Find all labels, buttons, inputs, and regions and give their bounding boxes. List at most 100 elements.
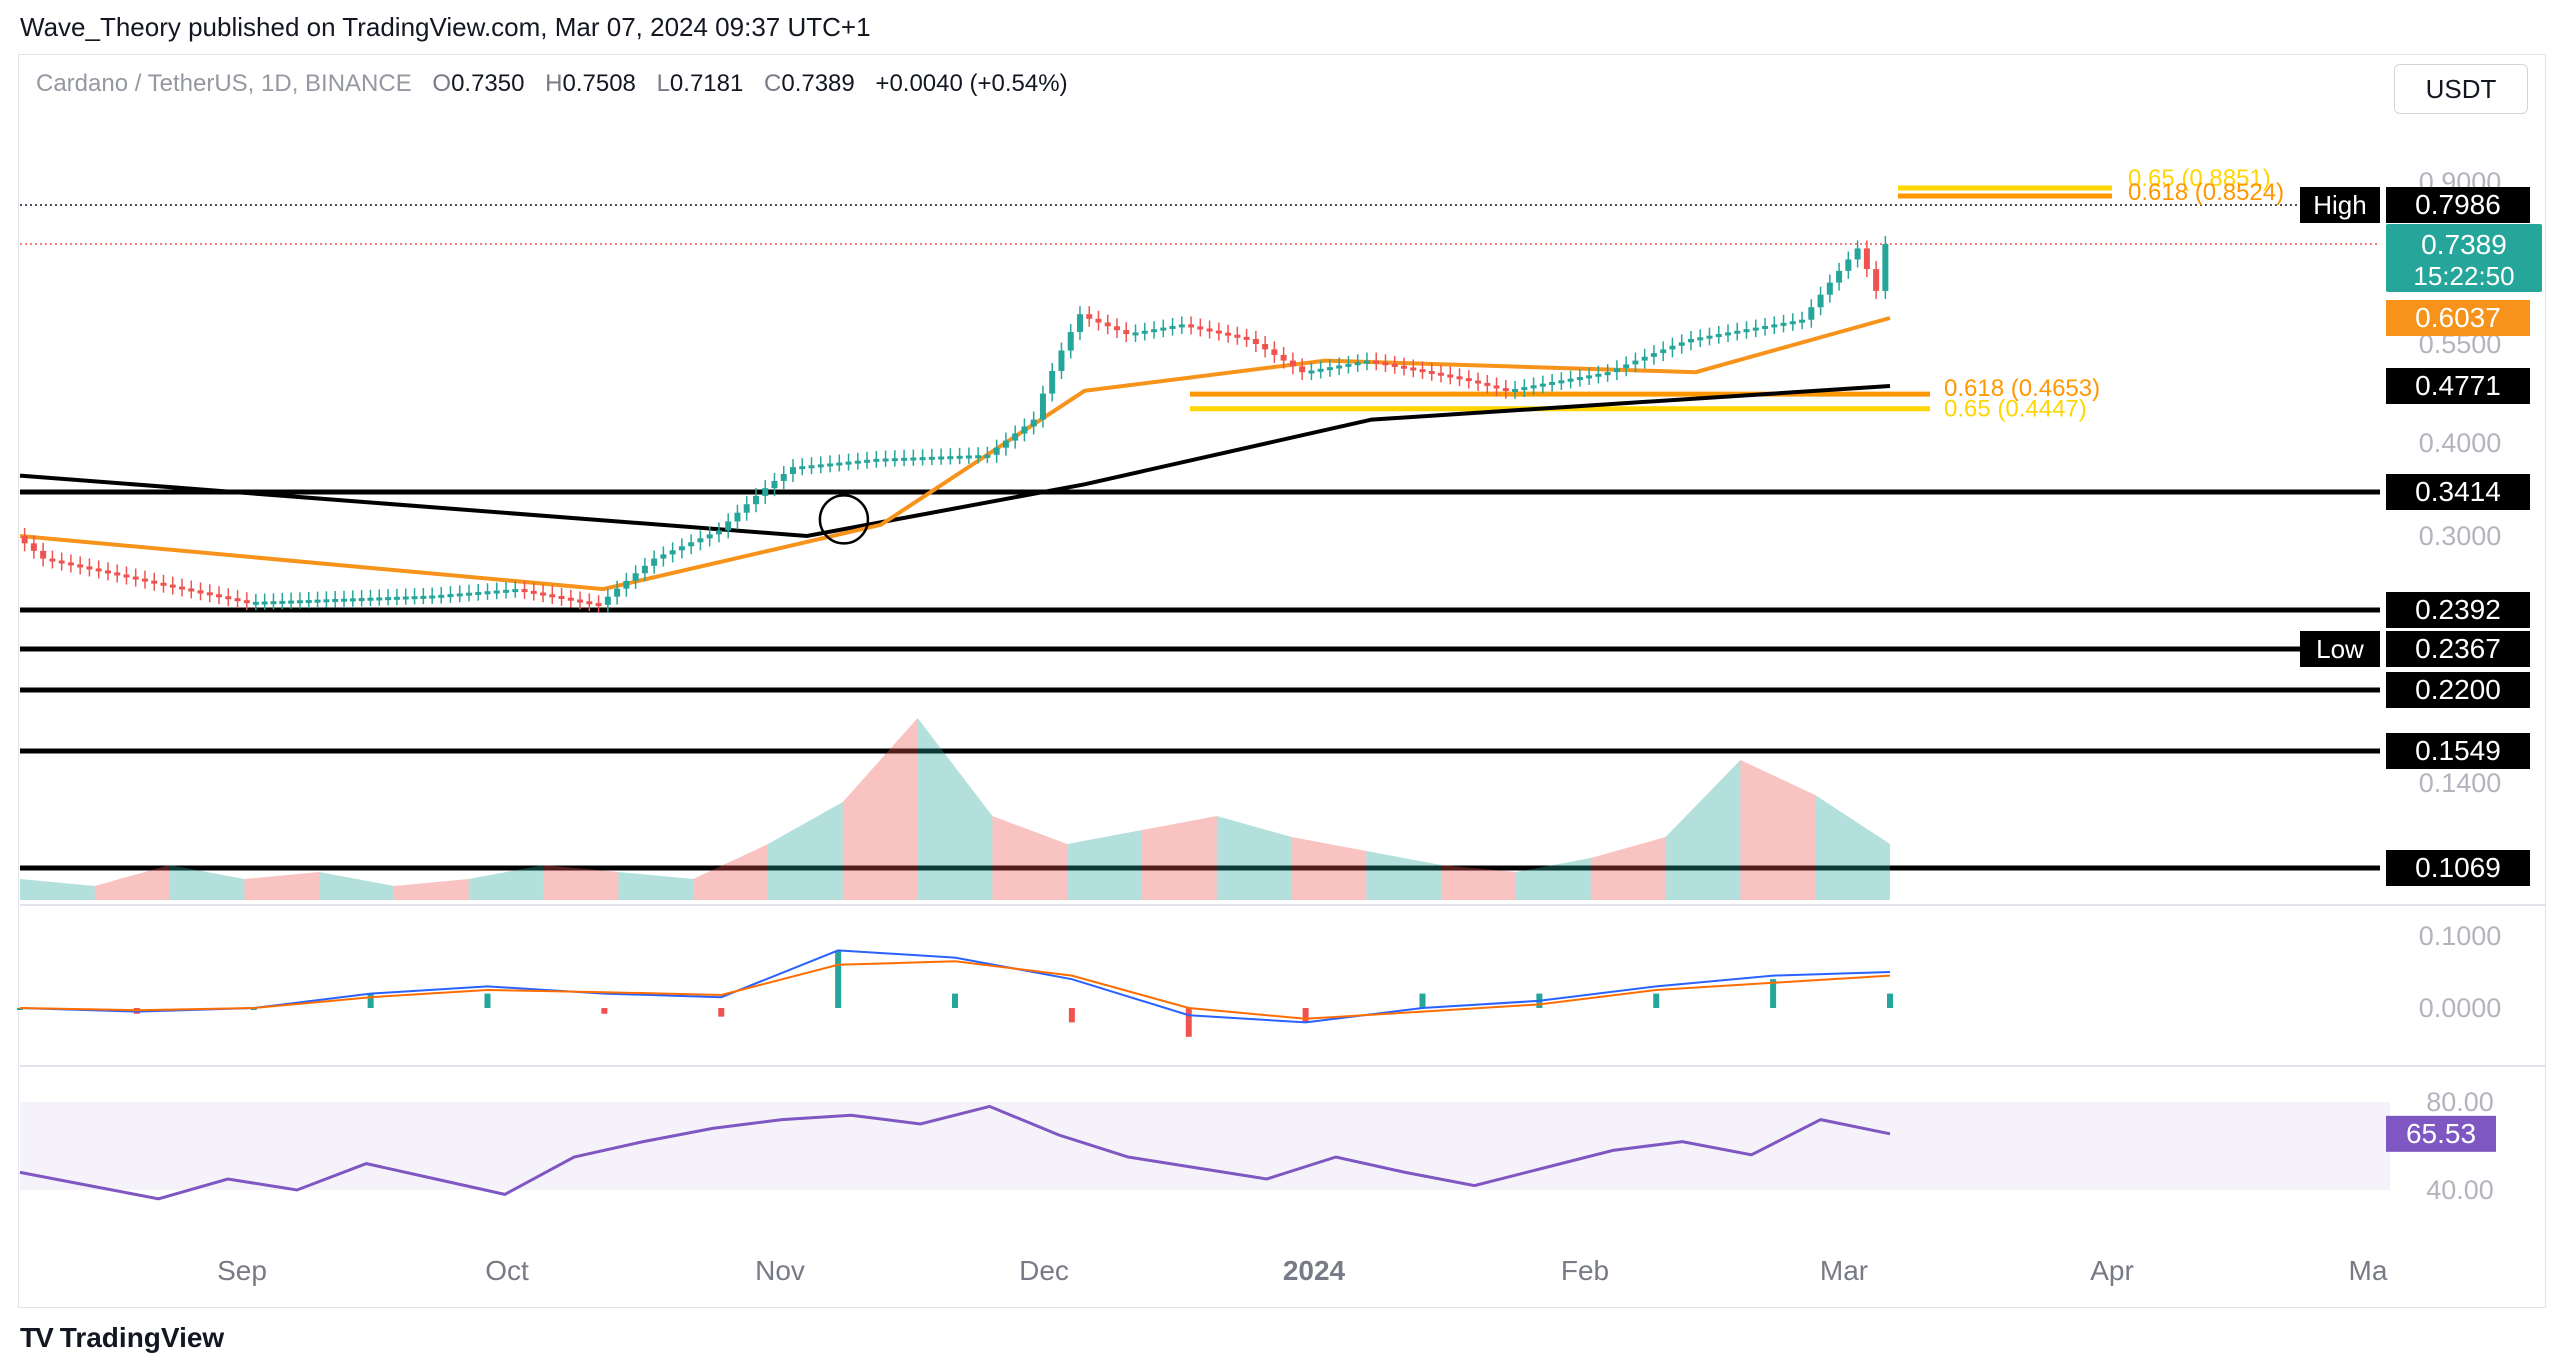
candle-body xyxy=(1512,388,1519,392)
candle-body xyxy=(1289,360,1296,367)
candle-body xyxy=(854,460,861,464)
candle-body xyxy=(1817,294,1824,308)
macd-histogram-bar xyxy=(367,993,374,1008)
candle-body xyxy=(1206,328,1213,332)
ema50-line xyxy=(19,316,1891,592)
candle-body xyxy=(225,596,232,600)
candle-body xyxy=(567,597,574,601)
candle-body xyxy=(332,599,339,603)
candle-body xyxy=(484,591,491,595)
candle-body xyxy=(614,588,621,597)
candle-body xyxy=(305,599,312,603)
candle-body xyxy=(1215,330,1222,334)
candle-body xyxy=(104,570,111,574)
candle-body xyxy=(411,596,418,600)
candle-body xyxy=(206,592,213,596)
volume-area xyxy=(1516,858,1591,900)
candle-body xyxy=(1863,248,1870,270)
volume-area xyxy=(917,718,993,900)
candle-body xyxy=(549,594,556,598)
ema50-price-label-bg xyxy=(2386,300,2530,336)
candle-body xyxy=(521,589,528,593)
level-price-label-bg xyxy=(2386,733,2530,769)
candle-body xyxy=(30,543,37,551)
level-price-label: 0.1069 xyxy=(2415,852,2501,883)
level-price-label: 0.3414 xyxy=(2415,476,2501,507)
volume-area xyxy=(1815,795,1890,900)
candle-body xyxy=(1669,345,1676,350)
candle-body xyxy=(956,455,963,459)
candle-body xyxy=(623,580,630,589)
symbol-name[interactable]: Cardano / TetherUS, 1D, BINANCE xyxy=(36,70,412,97)
candle-body xyxy=(512,589,519,593)
level-price-label-bg xyxy=(2386,631,2530,667)
volume-area xyxy=(1067,830,1142,900)
candle-body xyxy=(947,456,954,460)
candle-body xyxy=(882,458,889,462)
candle-body xyxy=(95,568,102,572)
macd-histogram-bar xyxy=(1302,1008,1309,1023)
candle-body xyxy=(1641,356,1648,361)
ema200-line xyxy=(19,384,1891,539)
candle-body xyxy=(1373,360,1380,364)
candle-body xyxy=(58,560,65,564)
candle-body xyxy=(1715,334,1722,338)
candle-body xyxy=(77,564,84,568)
time-axis-tick: Apr xyxy=(2090,1255,2134,1286)
currency-button[interactable]: USDT xyxy=(2394,64,2528,114)
candle-body xyxy=(169,584,176,588)
candle-body xyxy=(493,590,500,594)
symbol-legend: Cardano / TetherUS, 1D, BINANCE O0.7350 … xyxy=(36,70,1068,98)
candle-body xyxy=(1049,370,1056,394)
candle-body xyxy=(734,512,741,522)
macd-histogram-bar xyxy=(952,993,958,1008)
time-axis-tick: Oct xyxy=(485,1255,529,1286)
candle-body xyxy=(1012,433,1019,441)
price-axis-tick: 0.4000 xyxy=(2419,428,2502,458)
rsi-value-label: 65.53 xyxy=(2406,1118,2476,1149)
candle-body xyxy=(1114,326,1121,331)
volume-area xyxy=(1441,865,1516,900)
candle-body xyxy=(296,600,303,604)
level-price-label-bg xyxy=(2386,187,2530,223)
candle-body xyxy=(1095,318,1102,323)
candle-body xyxy=(530,590,537,594)
rsi-axis-tick: 40.00 xyxy=(2426,1175,2494,1205)
candle-body xyxy=(1243,336,1250,340)
macd-histogram-bar xyxy=(718,1008,725,1017)
candle-body xyxy=(965,455,972,459)
candle-body xyxy=(1086,314,1093,319)
candle-body xyxy=(1558,380,1565,384)
volume-area xyxy=(618,872,694,900)
candle-body xyxy=(1456,376,1463,380)
candle-body xyxy=(873,458,880,462)
candle-body xyxy=(1613,368,1620,373)
close-label: C xyxy=(764,70,782,97)
time-axis-tick: Feb xyxy=(1561,1255,1609,1286)
volume-area xyxy=(1216,816,1292,900)
candle-body xyxy=(402,596,409,600)
volume-area xyxy=(319,872,394,900)
candle-body xyxy=(1234,334,1241,338)
rsi-axis-tick: 80.00 xyxy=(2426,1087,2494,1117)
candle-body xyxy=(243,600,250,604)
candle-body xyxy=(558,596,565,600)
candle-body xyxy=(595,603,602,607)
last-price-label-bg xyxy=(2386,224,2542,292)
level-price-label: 0.4771 xyxy=(2415,370,2501,401)
candle-body xyxy=(151,580,158,584)
candle-body xyxy=(1521,387,1528,391)
candle-body xyxy=(1493,385,1500,389)
candle-body xyxy=(1002,440,1009,448)
candle-body xyxy=(789,467,796,474)
level-price-label-bg xyxy=(2386,474,2530,510)
candle-body xyxy=(1169,325,1176,329)
candle-body xyxy=(817,464,824,468)
open-value: 0.7350 xyxy=(451,70,525,97)
candle-body xyxy=(1400,365,1407,369)
candle-body xyxy=(1623,364,1630,369)
candle-body xyxy=(1826,282,1833,295)
candle-body xyxy=(341,598,348,602)
candle-body xyxy=(1308,370,1315,374)
